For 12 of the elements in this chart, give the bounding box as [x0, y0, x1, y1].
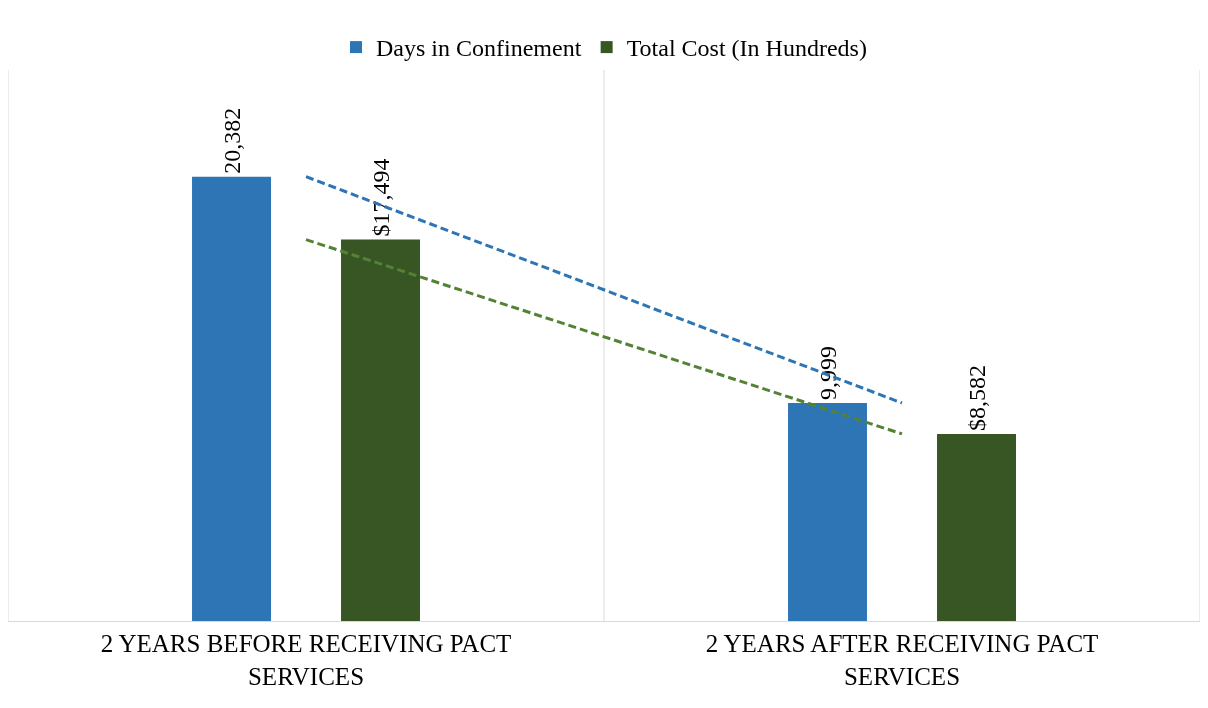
- data-label: $8,582: [963, 364, 990, 431]
- data-label: 9,999: [814, 346, 841, 401]
- legend-label: Days in Confinement: [376, 35, 582, 62]
- data-label: 20,382: [218, 107, 245, 174]
- bar: [341, 239, 420, 621]
- legend-label: Total Cost (In Hundreds): [626, 35, 867, 62]
- x-tick-label: 2 YEARS AFTER RECEIVING PACT SERVICES: [705, 630, 1099, 690]
- bar: [192, 176, 271, 621]
- x-tick-label: 2 YEARS BEFORE RECEIVING PACT SERVICES: [100, 630, 512, 690]
- bar: [937, 433, 1016, 621]
- data-label: $17,494: [367, 158, 394, 237]
- bar: [788, 403, 867, 621]
